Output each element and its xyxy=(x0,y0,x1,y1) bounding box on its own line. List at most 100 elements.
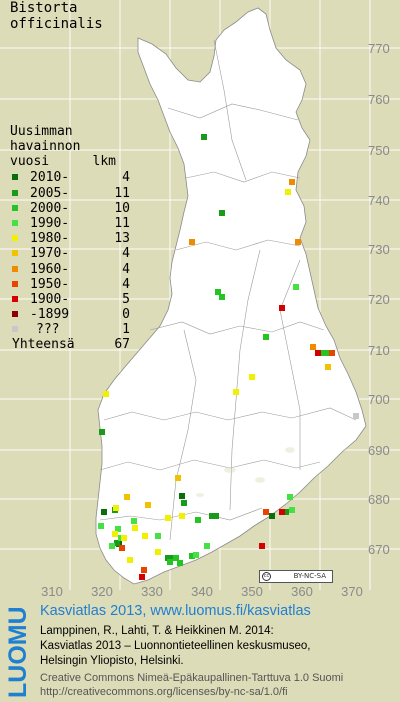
legend-swatch xyxy=(12,250,18,257)
legend-title-line2: havainnon xyxy=(10,139,81,155)
x-label: 370 xyxy=(341,584,363,599)
y-label: 700 xyxy=(368,392,390,407)
legend-row-count: 11 xyxy=(114,185,130,201)
legend-row: 1960- 4 xyxy=(10,262,130,277)
observation-square xyxy=(109,543,115,549)
legend-swatch xyxy=(12,189,18,196)
observation-square xyxy=(124,494,130,500)
observation-square xyxy=(204,543,210,549)
footer xyxy=(0,600,400,702)
legend-title-line1: Uusimman xyxy=(10,124,73,139)
legend: Uusimman havainnon vuosi lkm 2010- 4 200… xyxy=(10,124,130,353)
observation-square xyxy=(177,560,183,566)
x-axis-labels: 310 320 330 340 350 360 370 xyxy=(41,584,363,599)
observation-square xyxy=(289,507,295,513)
observation-square xyxy=(131,518,137,524)
legend-row-label: 1990- xyxy=(30,215,70,231)
legend-total: Yhteensä 67 xyxy=(10,337,130,353)
observation-square xyxy=(173,555,179,561)
cc-license-badge[interactable]: cc BY-NC-SA xyxy=(259,570,333,583)
observation-square xyxy=(293,284,299,290)
legend-row: 1900- 5 xyxy=(10,292,130,307)
legend-row-count: 0 xyxy=(122,307,130,323)
citation-line: Helsingin Yliopisto, Helsinki. xyxy=(40,655,184,667)
legend-header-year: vuosi xyxy=(10,154,50,170)
observation-square xyxy=(233,389,239,395)
observation-square xyxy=(113,505,119,511)
observation-square xyxy=(283,509,289,515)
legend-swatch xyxy=(12,265,18,272)
y-label: 740 xyxy=(368,193,390,208)
observation-square xyxy=(219,294,225,300)
legend-row-count: 4 xyxy=(122,170,130,186)
legend-row: -1899 0 xyxy=(10,307,130,322)
observation-square xyxy=(279,305,285,311)
legend-total-label: Yhteensä xyxy=(12,337,75,353)
legend-header: vuosi lkm xyxy=(10,154,130,170)
legend-row-label: 1960- xyxy=(30,261,70,277)
province-boundaries xyxy=(99,39,357,541)
observation-square xyxy=(263,334,269,340)
x-label: 310 xyxy=(41,584,63,599)
observation-square xyxy=(329,350,335,356)
license-text: Creative Commons Nimeä-Epäkaupallinen-Ta… xyxy=(40,671,343,699)
legend-row: ??? 1 xyxy=(10,322,130,337)
legend-rows: 2010- 4 2005- 11 2000- 10 1990- 11 1980-… xyxy=(10,170,130,337)
atlas-title-link[interactable]: Kasviatlas 2013, www.luomus.fi/kasviatla… xyxy=(40,603,311,619)
observation-square xyxy=(179,493,185,499)
legend-swatch xyxy=(12,219,18,226)
observation-square xyxy=(289,179,295,185)
x-label: 330 xyxy=(141,584,163,599)
legend-row-label: -1899 xyxy=(30,307,70,323)
observation-square xyxy=(141,567,147,573)
observation-square xyxy=(287,494,293,500)
y-label: 770 xyxy=(368,41,390,56)
observation-square xyxy=(193,552,199,558)
finland-outline xyxy=(95,7,367,585)
y-label: 690 xyxy=(368,443,390,458)
legend-row-label: 1950- xyxy=(30,276,70,292)
legend-swatch xyxy=(12,235,18,242)
species-name-line1: Bistorta xyxy=(10,0,78,16)
y-label: 670 xyxy=(368,542,390,557)
observation-square xyxy=(269,513,275,519)
luomus-logo: LUOMUS xyxy=(4,608,32,698)
legend-row-count: 1 xyxy=(122,322,130,338)
cc-badge-label: BY-NC-SA xyxy=(293,572,326,580)
legend-row-label: 2000- xyxy=(30,200,70,216)
legend-row: 2010- 4 xyxy=(10,170,130,185)
observation-square xyxy=(145,502,151,508)
citation-line: Lamppinen, R., Lahti, T. & Heikkinen M. … xyxy=(40,625,274,637)
observation-square xyxy=(321,350,327,356)
legend-row-count: 4 xyxy=(122,276,130,292)
legend-swatch xyxy=(12,174,18,181)
observation-square xyxy=(169,555,175,561)
legend-row-label: 1970- xyxy=(30,246,70,262)
observation-square xyxy=(142,533,148,539)
legend-row: 1980- 13 xyxy=(10,231,130,246)
observation-square xyxy=(132,525,138,531)
y-label: 730 xyxy=(368,242,390,257)
observation-square xyxy=(219,210,225,216)
observation-square xyxy=(103,391,109,397)
observation-square xyxy=(165,555,171,561)
legend-swatch xyxy=(12,295,18,302)
observation-square xyxy=(167,559,173,565)
legend-row-label: 1900- xyxy=(30,291,70,307)
legend-row-count: 11 xyxy=(114,215,130,231)
observation-square xyxy=(315,350,321,356)
observation-square xyxy=(353,413,359,419)
license-link[interactable]: http://creativecommons.org/licenses/by-n… xyxy=(40,686,288,698)
x-label: 320 xyxy=(91,584,113,599)
legend-row-count: 4 xyxy=(122,261,130,277)
cc-icon: cc xyxy=(262,572,271,581)
x-label: 360 xyxy=(291,584,313,599)
observation-square xyxy=(209,513,215,519)
observation-square xyxy=(263,509,269,515)
y-label: 720 xyxy=(368,292,390,307)
observation-square xyxy=(99,429,105,435)
observation-square xyxy=(259,543,265,549)
observation-square xyxy=(295,239,301,245)
observation-squares xyxy=(98,134,359,580)
observation-square xyxy=(189,239,195,245)
